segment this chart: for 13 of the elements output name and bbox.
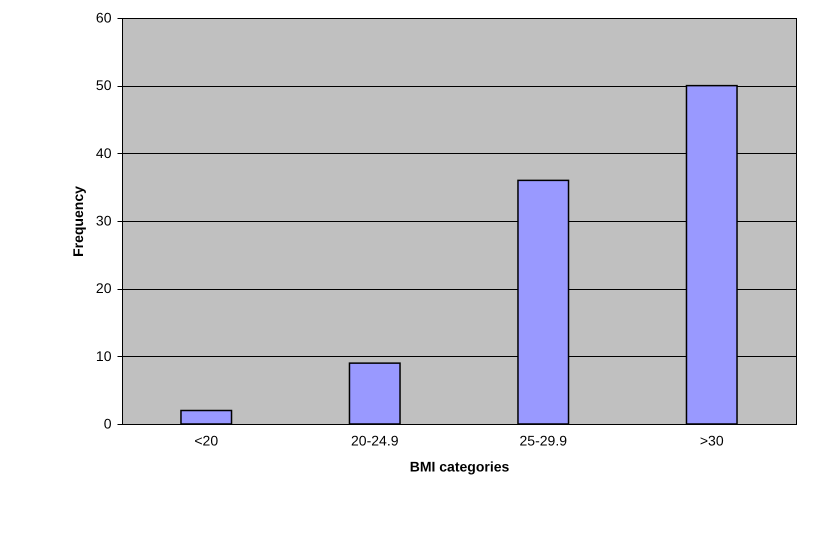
- y-tick-label: 10: [96, 348, 112, 364]
- x-tick-label: 20-24.9: [351, 432, 399, 448]
- x-axis-title: BMI categories: [410, 458, 510, 474]
- y-tick-label: 20: [96, 280, 112, 296]
- y-tick-label: 60: [96, 10, 112, 26]
- y-tick-label: 50: [96, 77, 112, 94]
- y-tick-label: 30: [96, 212, 112, 228]
- x-tick-label: >30: [700, 432, 724, 448]
- x-tick-label: 25-29.9: [520, 432, 568, 448]
- x-tick-label: <20: [194, 432, 218, 448]
- y-tick-label: 40: [96, 144, 112, 161]
- y-axis-title: Frequency: [70, 186, 86, 257]
- y-tick-label: 0: [104, 416, 112, 432]
